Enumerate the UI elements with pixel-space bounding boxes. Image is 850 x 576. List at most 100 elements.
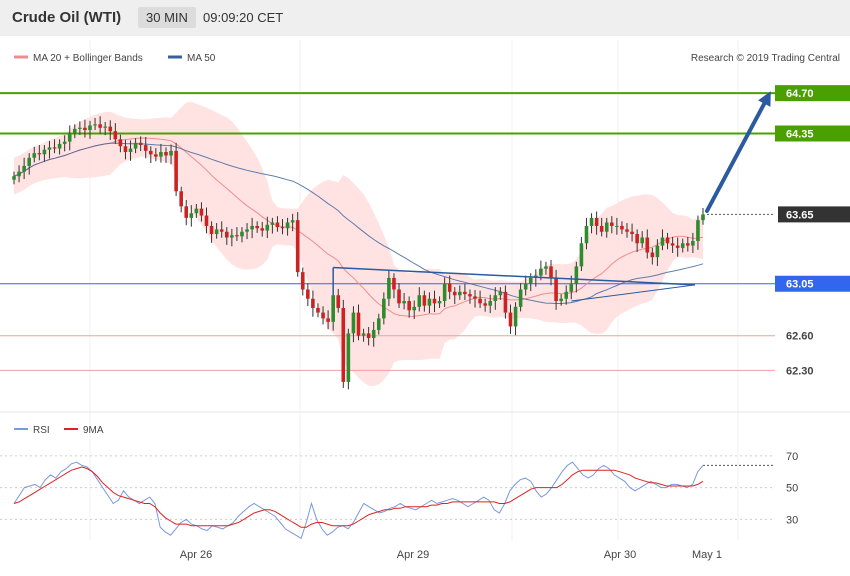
candle-body [52, 147, 57, 149]
legend-ma20-label: MA 20 + Bollinger Bands [33, 53, 143, 64]
candle-body [250, 225, 254, 230]
candle-body [594, 217, 599, 226]
candle-body [650, 252, 655, 258]
candle-body [326, 318, 330, 322]
forecast-arrow-head [758, 91, 771, 107]
candle-body [184, 206, 189, 218]
candle-body [118, 139, 123, 147]
x-axis-label: Apr 29 [397, 549, 429, 561]
candle-body [240, 231, 244, 237]
bollinger-band [14, 101, 703, 387]
candle-body [554, 277, 558, 302]
support-level-label: 62.60 [786, 331, 814, 343]
candle-body [422, 295, 427, 306]
candle-body [245, 229, 249, 232]
support-level-label: 62.30 [786, 365, 814, 377]
candle-body [235, 235, 239, 237]
candle-body [366, 333, 371, 338]
candle-body [544, 266, 548, 269]
candle-body [625, 229, 629, 232]
ma50-line [13, 142, 704, 304]
candle-body [417, 295, 422, 307]
candle-body [655, 245, 660, 258]
candle-body [22, 165, 26, 172]
candle-body [159, 152, 163, 157]
x-axis-label: May 1 [692, 549, 722, 561]
candle-body [599, 225, 604, 232]
trendline-upper [333, 266, 696, 286]
candle-body [701, 214, 705, 221]
candle-body [311, 298, 315, 308]
candle-body [88, 125, 92, 131]
candle-body [493, 295, 498, 302]
candle-body [12, 176, 16, 180]
candle-body [523, 283, 528, 290]
candle-body [427, 298, 432, 306]
candle-body [610, 222, 614, 226]
candle-body [219, 229, 224, 232]
candle-body [204, 215, 209, 226]
candle-body [382, 298, 386, 319]
candle-body [351, 312, 356, 334]
candle-body [620, 225, 624, 230]
candle-body [665, 237, 670, 244]
candle-body [513, 306, 518, 327]
rsi-tick-label: 30 [786, 514, 798, 526]
candle-body [148, 150, 153, 155]
candle-body [113, 131, 118, 140]
candle-body [392, 277, 396, 290]
candle-body [133, 142, 138, 149]
candle-body [574, 266, 579, 284]
candle-body [686, 243, 690, 246]
candle-body [138, 142, 143, 146]
candle-body [498, 291, 503, 296]
candle-body [123, 146, 128, 153]
candle-body [98, 124, 102, 128]
candle-body [143, 145, 148, 151]
candle-body [356, 312, 361, 336]
candle-body [635, 234, 639, 244]
ma20-line [13, 137, 704, 317]
candle-body [290, 220, 295, 223]
interval-selector[interactable]: 30 MIN [138, 7, 196, 28]
rsi-tick-label: 70 [786, 451, 798, 463]
candle-body [696, 220, 700, 241]
candle-body [680, 243, 685, 248]
candle-body [442, 283, 447, 302]
candle-body [473, 296, 477, 299]
candle-body [691, 240, 695, 246]
rsi-tick-label: 50 [786, 483, 798, 495]
candle-body [108, 126, 113, 132]
candle-body [488, 301, 493, 306]
candle-body [280, 227, 285, 229]
candle-body [346, 333, 351, 382]
candle-body [463, 291, 467, 295]
candle-body [675, 245, 680, 248]
candle-body [569, 283, 574, 292]
legend-rsi-ma-label: 9MA [83, 425, 104, 436]
candle-body [452, 291, 457, 296]
candle-body [128, 148, 133, 153]
copyright-text: Research © 2019 Trading Central [691, 53, 840, 64]
candle-body [483, 303, 487, 306]
pivot-level-label: 63.05 [786, 279, 814, 291]
resistance-level-badge [775, 125, 850, 142]
candle-body [321, 312, 325, 319]
x-axis-label: Apr 30 [604, 549, 636, 561]
candle-body [387, 277, 391, 299]
candle-body [189, 213, 194, 218]
candle-body [670, 243, 675, 246]
candle-body [300, 272, 305, 290]
candle-body [361, 333, 366, 336]
rsi-line [13, 461, 704, 540]
candle-body [169, 150, 173, 156]
candle-body [255, 225, 259, 229]
candle-body [564, 291, 569, 299]
candle-body [584, 225, 589, 244]
candle-body [508, 312, 513, 327]
candle-body [265, 224, 270, 231]
last-price-badge [778, 206, 850, 223]
candle-body [539, 268, 543, 276]
candle-body [17, 171, 21, 177]
